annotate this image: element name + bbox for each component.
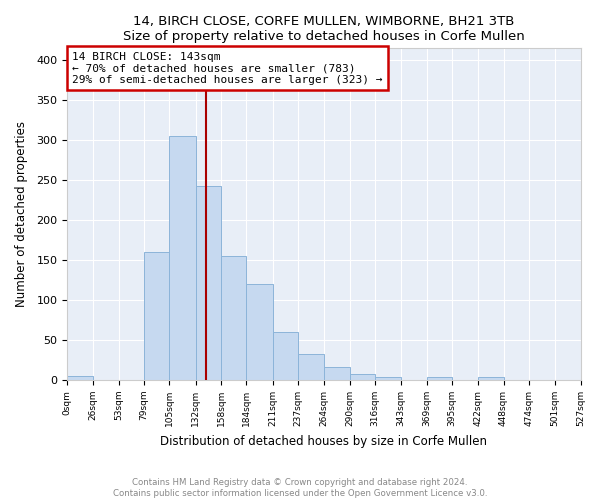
Bar [273, 332, 298, 380]
Bar [325, 368, 350, 380]
Bar [350, 374, 375, 380]
Bar [196, 186, 221, 380]
Bar [427, 377, 452, 380]
Bar [67, 376, 92, 380]
Bar [169, 136, 196, 380]
Bar [144, 252, 169, 380]
Bar [247, 284, 273, 380]
Bar [221, 256, 247, 380]
Text: Contains HM Land Registry data © Crown copyright and database right 2024.
Contai: Contains HM Land Registry data © Crown c… [113, 478, 487, 498]
Bar [375, 377, 401, 380]
Y-axis label: Number of detached properties: Number of detached properties [15, 121, 28, 307]
Text: 14 BIRCH CLOSE: 143sqm
← 70% of detached houses are smaller (783)
29% of semi-de: 14 BIRCH CLOSE: 143sqm ← 70% of detached… [73, 52, 383, 85]
Bar [478, 377, 503, 380]
Bar [298, 354, 325, 380]
Title: 14, BIRCH CLOSE, CORFE MULLEN, WIMBORNE, BH21 3TB
Size of property relative to d: 14, BIRCH CLOSE, CORFE MULLEN, WIMBORNE,… [123, 15, 525, 43]
X-axis label: Distribution of detached houses by size in Corfe Mullen: Distribution of detached houses by size … [160, 434, 487, 448]
